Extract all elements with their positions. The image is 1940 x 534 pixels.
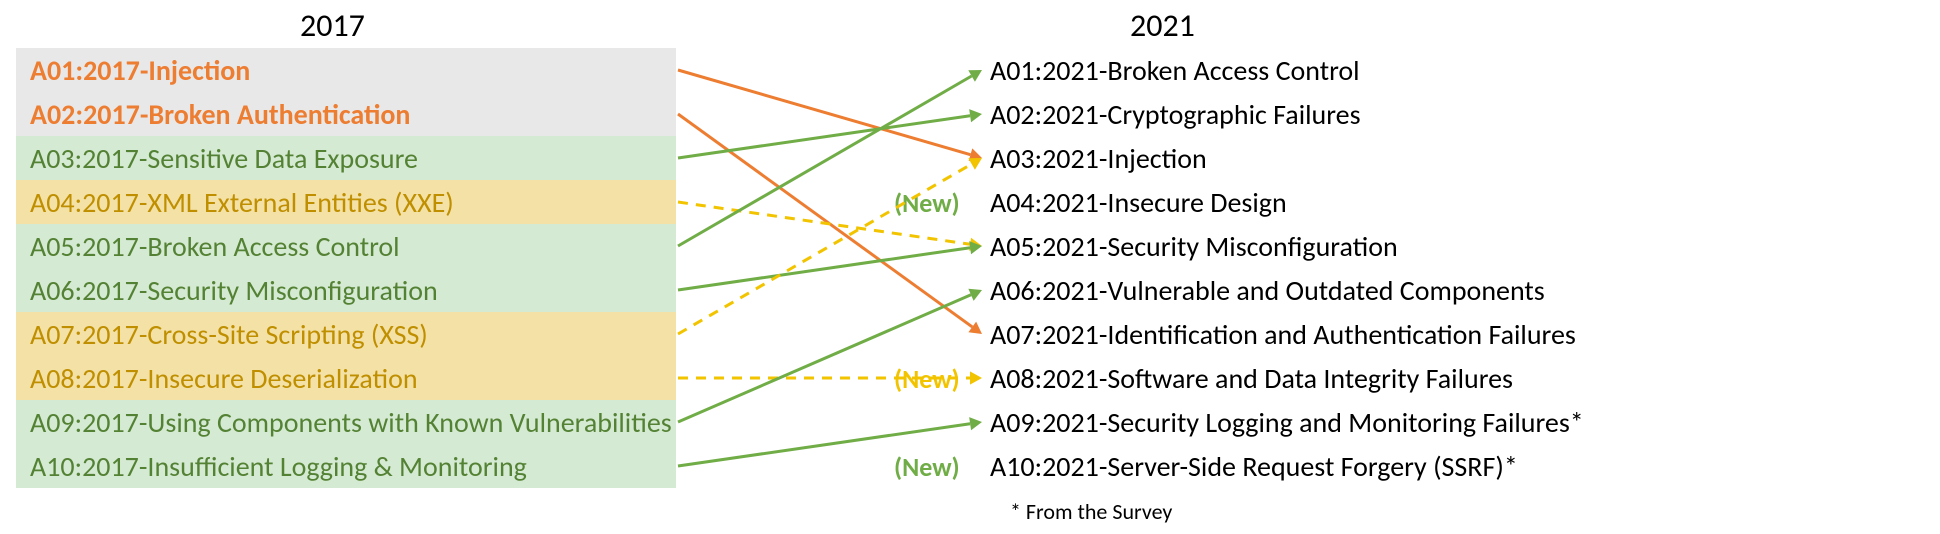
header-2017: 2017 (300, 6, 365, 45)
owasp-mapping-diagram: 2017 2021 A01:2017-Injection A02:2017-Bro… (0, 0, 1940, 534)
right-row-label: A01:2021-Broken Access Control (990, 53, 1360, 88)
left-row-label: A09:2017-Using Components with Known Vul… (30, 405, 672, 440)
arrowhead-icon (970, 371, 982, 384)
left-row: A05:2017-Broken Access Control (16, 224, 676, 268)
arrowhead-icon (968, 70, 982, 82)
right-row: A09:2021-Security Logging and Monitoring… (990, 400, 1584, 444)
mapping-arrow (678, 70, 970, 155)
right-row: A03:2021-Injection (990, 136, 1207, 180)
left-row: A01:2017-Injection (16, 48, 676, 92)
left-row-label: A04:2017-XML External Entities (XXE) (30, 185, 454, 220)
right-row: A04:2021-Insecure Design (990, 180, 1287, 224)
arrowhead-icon (969, 241, 982, 254)
mapping-arrow (678, 248, 970, 290)
mapping-arrow (678, 114, 972, 327)
left-row-label: A10:2017-Insufficient Logging & Monitori… (30, 449, 527, 484)
left-row: A02:2017-Broken Authentication (16, 92, 676, 136)
left-row: A08:2017-Insecure Deserialization (16, 356, 676, 400)
right-row: A05:2021-Security Misconfiguration (990, 224, 1398, 268)
arrowhead-icon (969, 417, 982, 430)
left-row-label: A06:2017-Security Misconfiguration (30, 273, 438, 308)
footnote-from-survey: * From the Survey (1010, 498, 1172, 525)
left-row-label: A03:2017-Sensitive Data Exposure (30, 141, 418, 176)
arrowhead-icon (968, 322, 982, 334)
left-row: A04:2017-XML External Entities (XXE) (16, 180, 676, 224)
arrowhead-icon (968, 289, 982, 301)
right-row-label: A04:2021-Insecure Design (990, 185, 1287, 220)
arrowhead-icon (969, 148, 982, 161)
arrowhead-icon (969, 238, 982, 251)
new-badge: (New) (894, 187, 960, 219)
left-row: A09:2017-Using Components with Known Vul… (16, 400, 676, 444)
right-row: A08:2021-Software and Data Integrity Fai… (990, 356, 1513, 400)
new-badge: (New) (894, 363, 960, 395)
right-row-label: A03:2021-Injection (990, 141, 1207, 176)
arrowhead-icon (969, 109, 982, 122)
left-row-label: A07:2017-Cross-Site Scripting (XSS) (30, 317, 428, 352)
right-row-label: A08:2021-Software and Data Integrity Fai… (990, 361, 1513, 396)
header-2021: 2021 (1130, 6, 1195, 45)
mapping-arrow (678, 116, 970, 158)
left-row: A03:2017-Sensitive Data Exposure (16, 136, 676, 180)
right-row-label: A05:2021-Security Misconfiguration (990, 229, 1398, 264)
right-row-label: A06:2021-Vulnerable and Outdated Compone… (990, 273, 1545, 308)
new-badge: (New) (894, 451, 960, 483)
mapping-arrow (678, 76, 972, 246)
left-row: A10:2017-Insufficient Logging & Monitori… (16, 444, 676, 488)
left-row: A06:2017-Security Misconfiguration (16, 268, 676, 312)
right-row: A07:2021-Identification and Authenticati… (990, 312, 1576, 356)
left-row-label: A08:2017-Insecure Deserialization (30, 361, 418, 396)
arrowhead-icon (968, 158, 982, 170)
right-row-label: A07:2021-Identification and Authenticati… (990, 317, 1576, 352)
right-row: A02:2021-Cryptographic Failures (990, 92, 1361, 136)
right-row: A01:2021-Broken Access Control (990, 48, 1360, 92)
right-row: A10:2021-Server-Side Request Forgery (SS… (990, 444, 1518, 488)
right-row: A06:2021-Vulnerable and Outdated Compone… (990, 268, 1545, 312)
left-row: A07:2017-Cross-Site Scripting (XSS) (16, 312, 676, 356)
left-row-label: A02:2017-Broken Authentication (30, 97, 410, 132)
mapping-arrow (678, 295, 971, 422)
left-row-label: A01:2017-Injection (30, 53, 250, 88)
left-row-label: A05:2017-Broken Access Control (30, 229, 400, 264)
right-row-label: A09:2021-Security Logging and Monitoring… (990, 405, 1584, 440)
right-row-label: A10:2021-Server-Side Request Forgery (SS… (990, 449, 1518, 484)
right-row-label: A02:2021-Cryptographic Failures (990, 97, 1361, 132)
